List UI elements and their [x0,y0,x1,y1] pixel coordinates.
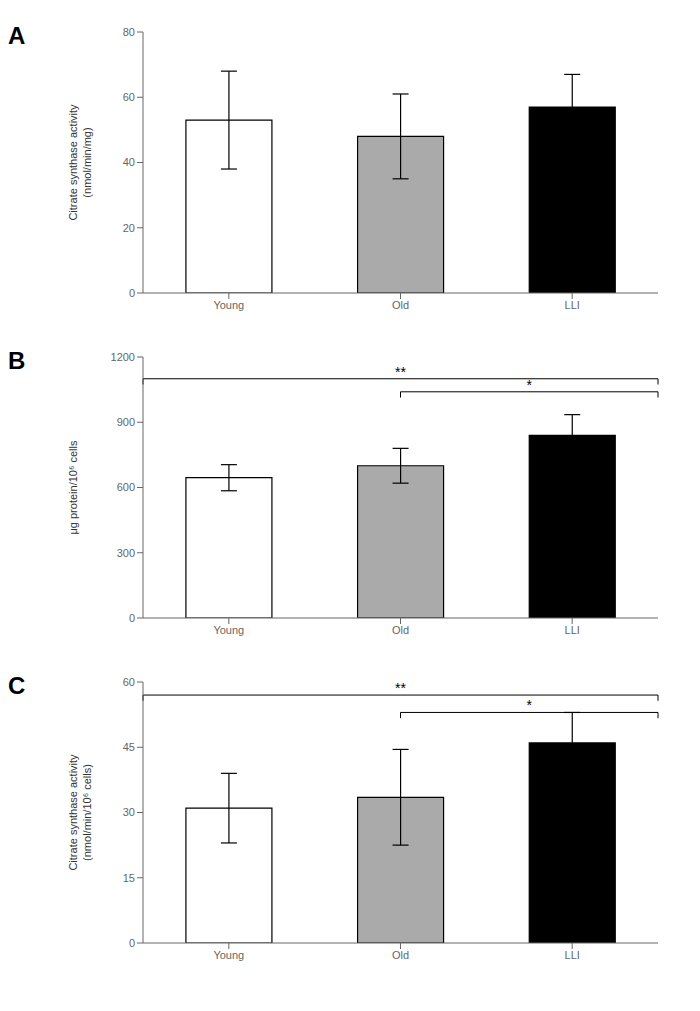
svg-text:*: * [527,377,533,393]
svg-text:*: * [527,697,533,713]
svg-text:Young: Young [213,299,244,311]
svg-text:Old: Old [392,299,409,311]
svg-text:Citrate synthase activity(nmol: Citrate synthase activity(nmol/min/10⁶ c… [67,754,93,871]
svg-text:40: 40 [123,156,135,168]
svg-text:LLI: LLI [565,949,580,961]
svg-text:Citrate synthase activity(nmol: Citrate synthase activity(nmol/min/mg) [67,104,93,221]
svg-text:Old: Old [392,949,409,961]
html-text:A: A [8,22,26,49]
html-text:B: B [8,347,26,374]
svg-text:900: 900 [117,416,135,428]
svg-text:μg protein/10⁶ cells: μg protein/10⁶ cells [67,440,79,535]
svg-text:600: 600 [117,481,135,493]
svg-text:300: 300 [117,547,135,559]
svg-text:LLI: LLI [565,299,580,311]
svg-text:0: 0 [129,612,135,624]
svg-text:60: 60 [123,91,135,103]
svg-text:Young: Young [213,949,244,961]
svg-text:Old: Old [392,624,409,636]
svg-text:20: 20 [123,222,135,234]
svg-text:**: ** [395,680,406,696]
svg-text:1200: 1200 [111,351,135,363]
svg-text:0: 0 [129,287,135,299]
svg-text:30: 30 [123,806,135,818]
svg-text:Young: Young [213,624,244,636]
svg-text:**: ** [395,364,406,380]
svg-text:15: 15 [123,872,135,884]
svg-text:0: 0 [129,937,135,949]
svg-text:60: 60 [123,676,135,688]
svg-text:45: 45 [123,741,135,753]
html-text:C: C [8,672,26,699]
svg-text:80: 80 [123,26,135,38]
svg-text:LLI: LLI [565,624,580,636]
